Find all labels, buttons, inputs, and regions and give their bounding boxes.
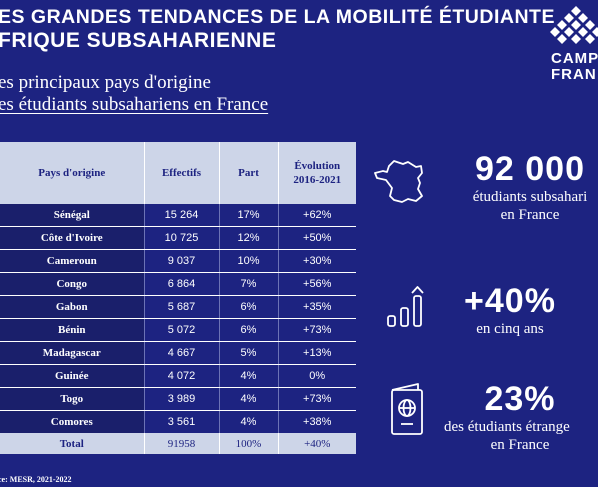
cell-evolution: +13% bbox=[278, 341, 356, 365]
countries-table: Pays d'origine Effectifs Part Évolution … bbox=[0, 142, 356, 454]
total-count: 91958 bbox=[144, 433, 220, 454]
cell-evolution: +73% bbox=[278, 387, 356, 411]
cell-share: 4% bbox=[219, 364, 279, 388]
logo-text-line1: CAMP bbox=[551, 50, 598, 67]
header-evolution: Évolution 2016-2021 bbox=[278, 142, 356, 204]
total-evolution: +40% bbox=[278, 433, 356, 454]
main-title-line2: FRIQUE SUBSAHARIENNE bbox=[0, 29, 277, 52]
table-header-row: Pays d'origine Effectifs Part Évolution … bbox=[0, 142, 356, 204]
header-count: Effectifs bbox=[144, 142, 220, 204]
cell-country: Comores bbox=[0, 410, 145, 433]
header-country: Pays d'origine bbox=[0, 142, 145, 204]
cell-share: 4% bbox=[219, 410, 279, 433]
cell-country: Sénégal bbox=[0, 204, 145, 227]
stat-share-caption-2: en France bbox=[490, 437, 550, 453]
growth-bars-icon bbox=[384, 284, 432, 330]
main-title-line1: ES GRANDES TENDANCES DE LA MOBILITÉ ÉTUD… bbox=[0, 6, 555, 28]
france-map-icon bbox=[372, 158, 428, 206]
cell-share: 6% bbox=[219, 295, 279, 319]
subtitle-line2: es étudiants subsahariens en France bbox=[0, 94, 269, 115]
cell-share: 17% bbox=[219, 204, 279, 227]
cell-evolution: 0% bbox=[278, 364, 356, 388]
table-row: Côte d'Ivoire 10 725 12% +50% bbox=[0, 226, 356, 250]
cell-evolution: +30% bbox=[278, 249, 356, 273]
cell-evolution: +62% bbox=[278, 204, 356, 227]
cell-count: 5 687 bbox=[144, 295, 220, 319]
table-total-row: Total 91958 100% +40% bbox=[0, 433, 356, 454]
cell-country: Guinée bbox=[0, 364, 145, 388]
table-row: Congo 6 864 7% +56% bbox=[0, 272, 356, 296]
subtitle-line1: es principaux pays d'origine bbox=[0, 72, 211, 93]
table-row: Bénin 5 072 6% +73% bbox=[0, 318, 356, 342]
cell-count: 10 725 bbox=[144, 226, 220, 250]
cell-evolution: +50% bbox=[278, 226, 356, 250]
campus-france-logo-icon bbox=[548, 4, 598, 48]
cell-country: Bénin bbox=[0, 318, 145, 342]
cell-evolution: +38% bbox=[303, 416, 332, 428]
header-evolution-text: Évolution 2016-2021 bbox=[293, 160, 342, 186]
table-row: Togo 3 989 4% +73% bbox=[0, 387, 356, 411]
cell-share: 10% bbox=[219, 249, 279, 273]
cell-country: Gabon bbox=[0, 295, 145, 319]
total-label: Total bbox=[0, 433, 145, 454]
table-row: Gabon 5 687 6% +35% bbox=[0, 295, 356, 319]
stat-share-caption-1: des étudiants étrange bbox=[444, 419, 570, 435]
stat-growth-caption: en cinq ans bbox=[476, 321, 544, 337]
cell-count: 9 037 bbox=[144, 249, 220, 273]
cell-evolution: +35% bbox=[278, 295, 356, 319]
table-row: Guinée 4 072 4% 0% bbox=[0, 364, 356, 388]
logo-text-line2: FRAN bbox=[551, 66, 597, 83]
stat-students-value: 92 000 bbox=[475, 150, 585, 188]
table-row: Cameroun 9 037 10% +30% bbox=[0, 249, 356, 273]
cell-share: 7% bbox=[219, 272, 279, 296]
cell-country: Cameroun bbox=[0, 249, 145, 273]
cell-share: 5% bbox=[219, 341, 279, 365]
table-row: Comores 3 561 4% +38% bbox=[0, 410, 356, 433]
cell-count: 3 561 bbox=[144, 410, 220, 433]
table-row: Sénégal 15 264 17% +62% bbox=[0, 204, 356, 227]
total-share: 100% bbox=[219, 433, 279, 454]
passport-icon bbox=[386, 382, 430, 440]
cell-count: 4 667 bbox=[144, 341, 220, 365]
cell-share: 6% bbox=[219, 318, 279, 342]
stat-share-value: 23% bbox=[484, 380, 556, 418]
cell-count: 3 989 bbox=[144, 387, 220, 411]
stat-students-caption-2: en France bbox=[500, 207, 560, 223]
cell-country: Togo bbox=[0, 387, 145, 411]
cell-share: 12% bbox=[219, 226, 279, 250]
cell-country: Congo bbox=[0, 272, 145, 296]
cell-country: Côte d'Ivoire bbox=[0, 226, 145, 250]
cell-country: Madagascar bbox=[0, 341, 145, 365]
cell-count: 6 864 bbox=[144, 272, 220, 296]
cell-evolution: +73% bbox=[278, 318, 356, 342]
cell-evolution: +56% bbox=[278, 272, 356, 296]
header-share: Part bbox=[219, 142, 279, 204]
cell-count: 15 264 bbox=[144, 204, 220, 227]
cell-share: 4% bbox=[219, 387, 279, 411]
cell-count: 4 072 bbox=[144, 364, 220, 388]
stat-growth-value: +40% bbox=[464, 282, 556, 320]
cell-count: 5 072 bbox=[144, 318, 220, 342]
table-row: Madagascar 4 667 5% +13% bbox=[0, 341, 356, 365]
source-note: ce: MESR, 2021-2022 bbox=[0, 475, 72, 484]
stat-students-caption-1: étudiants subsahari bbox=[472, 189, 588, 205]
